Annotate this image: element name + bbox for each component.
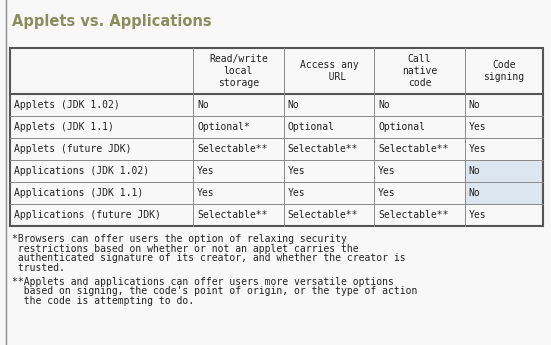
Text: restrictions based on whether or not an applet carries the: restrictions based on whether or not an … [12,244,359,254]
Text: Selectable**: Selectable** [197,210,268,220]
Text: Applets vs. Applications: Applets vs. Applications [12,14,212,29]
Text: Yes: Yes [469,144,487,154]
Text: No: No [469,166,480,176]
Text: Optional: Optional [288,122,334,132]
Text: authenticated signature of its creator, and whether the creator is: authenticated signature of its creator, … [12,253,406,263]
Text: Optional: Optional [378,122,425,132]
Text: Optional*: Optional* [197,122,250,132]
Text: Selectable**: Selectable** [378,144,449,154]
Text: Code
signing: Code signing [483,60,525,82]
Text: No: No [288,100,299,110]
Text: Read/write
local
storage: Read/write local storage [209,55,268,88]
Text: Yes: Yes [378,166,396,176]
Text: Applets (future JDK): Applets (future JDK) [14,144,132,154]
Text: Applets (JDK 1.1): Applets (JDK 1.1) [14,122,114,132]
Text: No: No [378,100,390,110]
Text: *Browsers can offer users the option of relaxing security: *Browsers can offer users the option of … [12,234,347,244]
Text: Selectable**: Selectable** [197,144,268,154]
Text: Selectable**: Selectable** [378,210,449,220]
Text: No: No [197,100,209,110]
Text: Yes: Yes [197,188,215,198]
Text: Yes: Yes [288,188,305,198]
Text: Yes: Yes [469,122,487,132]
Text: No: No [469,188,480,198]
Text: Selectable**: Selectable** [288,210,358,220]
Text: Selectable**: Selectable** [288,144,358,154]
Text: Access any
   URL: Access any URL [300,60,358,82]
Text: Call
native
code: Call native code [402,55,437,88]
Text: No: No [469,100,480,110]
Text: Yes: Yes [469,210,487,220]
Bar [10,48,543,226]
Text: trusted.: trusted. [12,263,65,273]
Text: Applications (JDK 1.1): Applications (JDK 1.1) [14,188,143,198]
Text: Yes: Yes [197,166,215,176]
Text: **Applets and applications can offer users more versatile options: **Applets and applications can offer use… [12,277,394,287]
Text: Applications (future JDK): Applications (future JDK) [14,210,161,220]
Text: Yes: Yes [378,188,396,198]
Text: Applications (JDK 1.02): Applications (JDK 1.02) [14,166,149,176]
Bar [464,182,543,204]
Text: Applets (JDK 1.02): Applets (JDK 1.02) [14,100,120,110]
Text: the code is attempting to do.: the code is attempting to do. [12,296,194,306]
Bar [464,160,543,182]
Text: based on signing, the code's point of origin, or the type of action: based on signing, the code's point of or… [12,286,417,296]
Text: Yes: Yes [288,166,305,176]
